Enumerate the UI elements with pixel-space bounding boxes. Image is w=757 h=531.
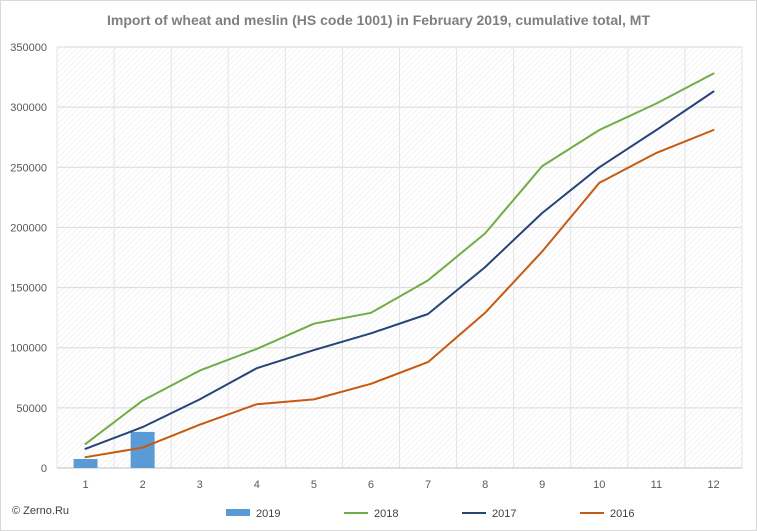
x-axis: 1 2 3 4 5 6 7 8 9 10 11 12 bbox=[57, 467, 742, 491]
bar-2019 bbox=[73, 458, 98, 468]
y-tick-label: 200000 bbox=[10, 222, 47, 234]
line-series bbox=[84, 72, 715, 459]
y-tick-label: 350000 bbox=[10, 42, 47, 54]
x-tick-label: 10 bbox=[593, 479, 605, 491]
y-tick-label: 50000 bbox=[16, 403, 47, 415]
x-tick-label: 2 bbox=[140, 479, 146, 491]
y-tick-label: 0 bbox=[41, 463, 47, 475]
y-tick-label: 300000 bbox=[10, 102, 47, 114]
x-tick-label: 4 bbox=[254, 479, 260, 491]
legend-label-2018: 2018 bbox=[374, 508, 398, 520]
series-line-2016 bbox=[84, 129, 715, 459]
series-line-2018 bbox=[84, 72, 715, 445]
y-axis: 0 50000 100000 150000 200000 250000 300000 3500… bbox=[10, 42, 47, 475]
x-tick-label: 11 bbox=[651, 479, 662, 491]
x-tick-label: 12 bbox=[707, 479, 719, 491]
y-tick-label: 150000 bbox=[10, 283, 47, 295]
x-tick-label: 5 bbox=[311, 479, 317, 491]
x-tick-label: 7 bbox=[425, 479, 431, 491]
credit-label: © Zerno.Ru bbox=[12, 505, 70, 517]
bar-2019 bbox=[130, 431, 155, 468]
chart-title: Import of wheat and meslin (HS code 1001… bbox=[106, 12, 651, 28]
x-tick-label: 8 bbox=[482, 479, 488, 491]
legend: 2019 2018 2017 2016 bbox=[226, 508, 634, 520]
x-tick-label: 6 bbox=[368, 479, 374, 491]
y-tick-label: 250000 bbox=[10, 162, 47, 174]
bar-series bbox=[73, 431, 155, 468]
series-line-2017 bbox=[84, 90, 715, 450]
legend-label-2016: 2016 bbox=[610, 508, 634, 520]
y-tick-label: 100000 bbox=[10, 343, 47, 355]
x-tick-label: 1 bbox=[82, 479, 88, 491]
legend-swatch-2019 bbox=[226, 509, 250, 516]
x-tick-label: 9 bbox=[539, 479, 545, 491]
legend-label-2019: 2019 bbox=[256, 508, 280, 520]
legend-label-2017: 2017 bbox=[492, 508, 516, 520]
x-tick-label: 3 bbox=[197, 479, 203, 491]
